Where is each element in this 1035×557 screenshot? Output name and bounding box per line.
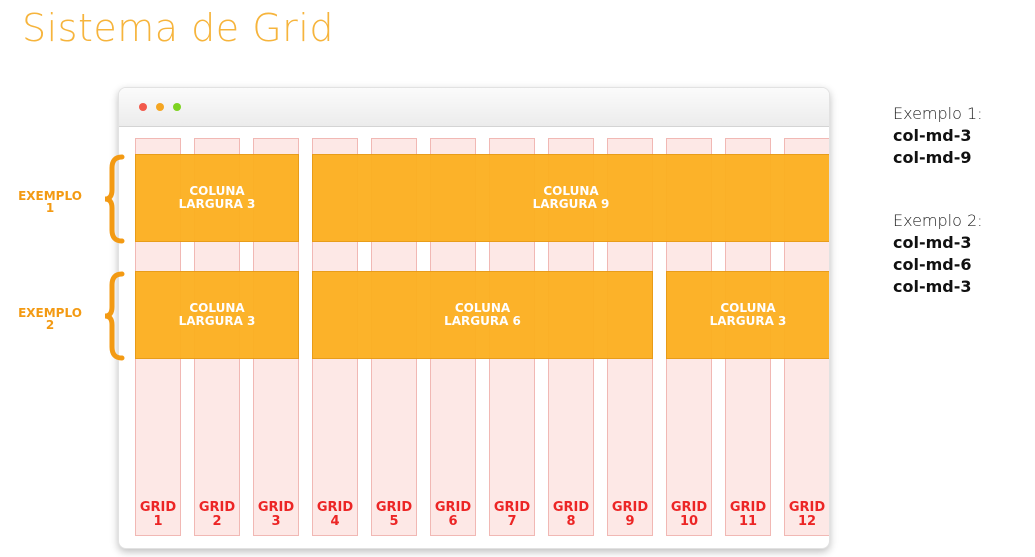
grid-label: GRID 10 (670, 500, 708, 529)
legend-example-2-heading: Exemplo 2: (893, 211, 983, 230)
column-block: COLUNA LARGURA 3 (135, 271, 299, 359)
grid-label: GRID 8 (552, 500, 590, 529)
grid-label: GRID 9 (611, 500, 649, 529)
column-block-label: COLUNA LARGURA 6 (444, 301, 521, 328)
grid-label: GRID 7 (493, 500, 531, 529)
legend-example-1: Exemplo 1: col-md-3 col-md-9 (893, 103, 983, 169)
column-block: COLUNA LARGURA 3 (135, 154, 299, 242)
legend-example-1-heading: Exemplo 1: (893, 104, 983, 123)
legend-class: col-md-3 (893, 277, 972, 296)
grid-label: GRID 2 (198, 500, 236, 529)
grid-label: GRID 6 (434, 500, 472, 529)
grid-label: GRID 4 (316, 500, 354, 529)
browser-toolbar (119, 88, 829, 127)
column-block-label: COLUNA LARGURA 9 (532, 184, 610, 211)
column-block-label: COLUNA LARGURA 3 (178, 301, 256, 328)
curly-brace-icon (104, 271, 125, 361)
minimize-dot-icon (156, 103, 164, 111)
grid-label: GRID 5 (375, 500, 413, 529)
example-label: EXEMPLO 1 (18, 189, 82, 215)
grid-label: GRID 11 (729, 500, 767, 529)
grid-label: GRID 12 (788, 500, 826, 529)
column-block: COLUNA LARGURA 6 (312, 271, 653, 359)
maximize-dot-icon (173, 103, 181, 111)
column-block: COLUNA LARGURA 9 (312, 154, 829, 242)
column-block: COLUNA LARGURA 3 (666, 271, 829, 359)
column-block-label: COLUNA LARGURA 3 (709, 301, 787, 328)
browser-window: GRID 1 GRID 2 GRID 3 GRID 4 GRID 5 GRID 6 GRID… (118, 87, 830, 549)
legend-example-2: Exemplo 2: col-md-3 col-md-6 col-md-3 (893, 210, 983, 298)
legend-class: col-md-3 (893, 126, 972, 145)
grid-label: GRID 1 (139, 500, 177, 529)
curly-brace-icon (104, 154, 125, 244)
grid-label: GRID 3 (257, 500, 295, 529)
legend-class: col-md-9 (893, 148, 972, 167)
legend-class: col-md-6 (893, 255, 972, 274)
legend-class: col-md-3 (893, 233, 972, 252)
example-label: EXEMPLO 2 (18, 306, 82, 332)
column-block-label: COLUNA LARGURA 3 (178, 184, 256, 211)
page-title: Sistema de Grid (22, 6, 334, 50)
close-dot-icon (139, 103, 147, 111)
